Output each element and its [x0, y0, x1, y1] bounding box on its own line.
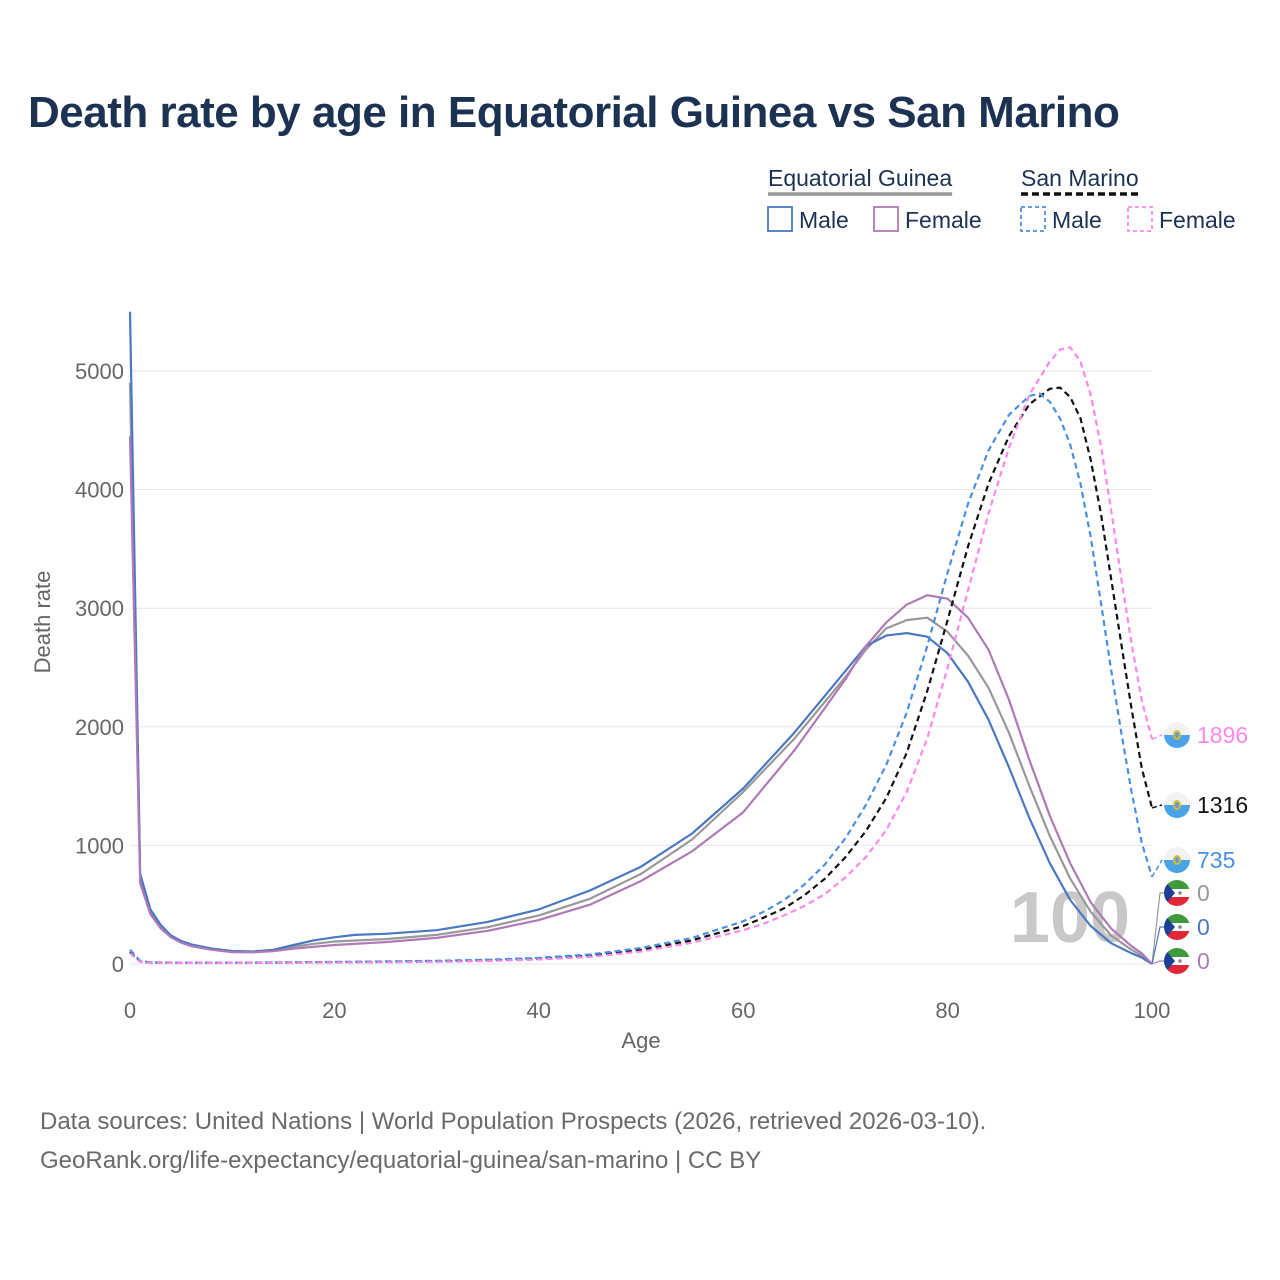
y-tick-label: 1000: [75, 833, 124, 858]
x-axis-label: Age: [621, 1028, 660, 1053]
end-label: 0: [1151, 948, 1210, 974]
x-axis-ticks: 0 20 40 60 80 100: [124, 998, 1170, 1023]
legend-group-title: San Marino: [1021, 165, 1139, 191]
chart-title: Death rate by age in Equatorial Guinea v…: [28, 88, 1120, 137]
end-label-value: 735: [1197, 847, 1235, 873]
legend-group-title: Equatorial Guinea: [768, 165, 952, 191]
series-line-equatorial-guinea-female: [128, 436, 1153, 965]
legend-item-label: Female: [1159, 207, 1236, 233]
series-line-san-marino-male: [129, 392, 1154, 964]
end-label-connector: [1151, 859, 1163, 878]
end-label: 0: [1151, 880, 1210, 965]
end-label-connector: [1151, 892, 1164, 965]
series-lines: [128, 311, 1154, 965]
legend-item-label: Male: [799, 207, 849, 233]
legend-item[interactable]: Male: [767, 206, 849, 233]
watermark-age: 100: [1010, 878, 1130, 958]
san-marino-flag-icon: [1164, 847, 1190, 873]
legend-item[interactable]: Male: [1020, 206, 1102, 233]
x-tick-label: 40: [527, 998, 551, 1023]
legend-item[interactable]: Female: [873, 206, 982, 233]
end-label-value: 0: [1197, 948, 1210, 974]
equatorial-guinea-flag-icon: [1164, 880, 1190, 906]
legend-item-label: Female: [905, 207, 982, 233]
legend-group: Equatorial Guinea Male Female: [767, 165, 982, 233]
y-axis-ticks: 0 1000 2000 3000 4000 5000: [75, 359, 124, 977]
grid-lines: [130, 370, 1152, 965]
x-tick-label: 60: [731, 998, 755, 1023]
legend-swatch: [1020, 206, 1046, 232]
series-line-equatorial-guinea-male: [128, 311, 1153, 965]
x-tick-label: 20: [322, 998, 346, 1023]
end-label-connector: [1151, 804, 1163, 809]
end-labels: 1896 1316 735 0 0 0: [1151, 722, 1248, 974]
end-label: 1896: [1151, 722, 1248, 748]
legend-group: San Marino Male Female: [1020, 165, 1236, 233]
legend-item-label: Male: [1052, 207, 1102, 233]
end-label-value: 1316: [1197, 792, 1248, 818]
end-label-connector: [1151, 734, 1163, 740]
legend-swatch: [767, 206, 793, 232]
equatorial-guinea-flag-icon: [1164, 948, 1190, 974]
y-axis-label: Death rate: [30, 571, 55, 674]
footer-url[interactable]: GeoRank.org/life-expectancy/equatorial-g…: [40, 1147, 762, 1174]
y-tick-label: 5000: [75, 359, 124, 384]
legend-swatch: [1127, 206, 1153, 232]
end-label: 1316: [1151, 792, 1248, 818]
y-tick-label: 2000: [75, 715, 124, 740]
footer-sources: Data sources: United Nations | World Pop…: [40, 1108, 987, 1135]
x-tick-label: 80: [935, 998, 959, 1023]
end-label-value: 0: [1197, 880, 1210, 906]
end-label: 735: [1151, 847, 1235, 878]
legend: Equatorial Guinea Male Female San Marino Mal…: [767, 165, 1236, 233]
end-label-connector: [1151, 926, 1164, 965]
y-tick-label: 0: [112, 952, 124, 977]
end-label: 0: [1151, 914, 1210, 965]
y-tick-label: 4000: [75, 478, 124, 503]
equatorial-guinea-flag-icon: [1164, 914, 1190, 940]
x-tick-label: 100: [1134, 998, 1171, 1023]
legend-item[interactable]: Female: [1127, 206, 1236, 233]
san-marino-flag-icon: [1164, 792, 1190, 818]
legend-swatch: [873, 206, 899, 232]
series-line-san-marino-female: [129, 346, 1154, 964]
y-tick-label: 3000: [75, 596, 124, 621]
x-tick-label: 0: [124, 998, 136, 1023]
end-label-connector: [1151, 960, 1164, 965]
end-label-value: 1896: [1197, 722, 1248, 748]
end-label-value: 0: [1197, 914, 1210, 940]
san-marino-flag-icon: [1164, 722, 1190, 748]
